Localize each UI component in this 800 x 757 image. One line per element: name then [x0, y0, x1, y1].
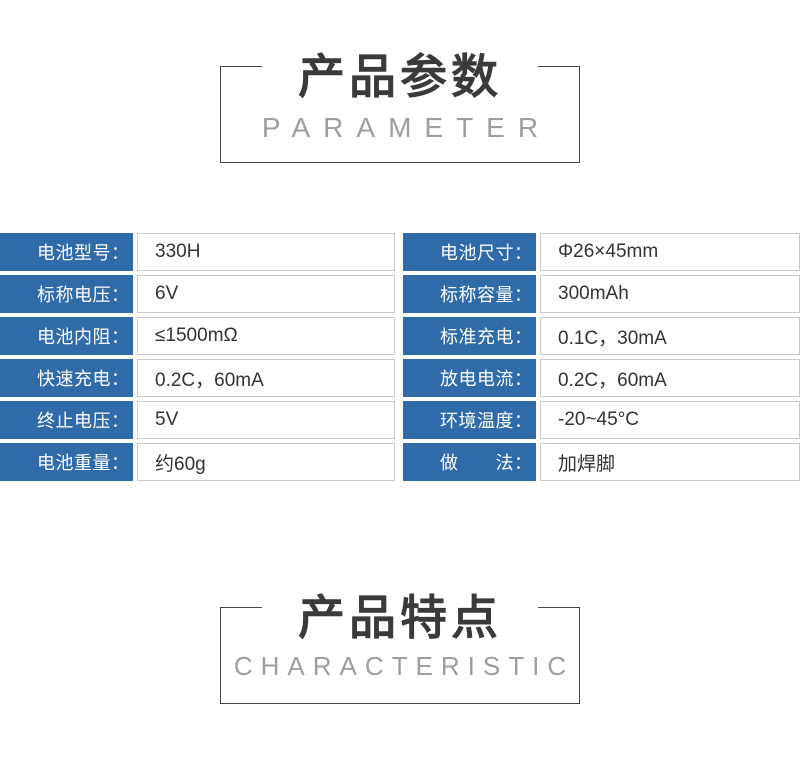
spec-row-battery-model: 电池型号： 330H: [0, 233, 395, 271]
spec-value: -20~45°C: [540, 401, 800, 439]
spec-label: 标称电压：: [0, 275, 133, 313]
spec-row-ambient-temperature: 环境温度： -20~45°C: [403, 401, 800, 439]
spec-row-discharge-current: 放电电流： 0.2C，60mA: [403, 359, 800, 397]
spec-row-battery-size: 电池尺寸： Φ26×45mm: [403, 233, 800, 271]
spec-value: 300mAh: [540, 275, 800, 313]
spec-value: Φ26×45mm: [540, 233, 800, 271]
spec-value: ≤1500mΩ: [137, 317, 395, 355]
spec-label: 放电电流：: [403, 359, 536, 397]
spec-value: 0.2C，60mA: [137, 359, 395, 397]
spec-label: 电池型号：: [0, 233, 133, 271]
spec-row-nominal-capacity: 标称容量： 300mAh: [403, 275, 800, 313]
spec-value: 加焊脚: [540, 443, 800, 481]
spec-value: 6V: [137, 275, 395, 313]
spec-value: 5V: [137, 401, 395, 439]
spec-label: 环境温度：: [403, 401, 536, 439]
spec-label: 标称容量：: [403, 275, 536, 313]
spec-label: 电池重量：: [0, 443, 133, 481]
spec-table: 电池型号： 330H 标称电压： 6V 电池内阻： ≤1500mΩ 快速充电： …: [0, 233, 800, 485]
spec-value: 约60g: [137, 443, 395, 481]
spec-row-cutoff-voltage: 终止电压： 5V: [0, 401, 395, 439]
spec-label: 电池尺寸：: [403, 233, 536, 271]
spec-label: 快速充电：: [0, 359, 133, 397]
characteristic-title-cn: 产品特点: [262, 591, 538, 645]
spec-label: 标准充电：: [403, 317, 536, 355]
spec-column-right: 电池尺寸： Φ26×45mm 标称容量： 300mAh 标准充电： 0.1C，3…: [403, 233, 800, 485]
spec-row-internal-resistance: 电池内阻： ≤1500mΩ: [0, 317, 395, 355]
spec-value: 330H: [137, 233, 395, 271]
spec-row-fast-charge: 快速充电： 0.2C，60mA: [0, 359, 395, 397]
parameter-title-cn: 产品参数: [262, 50, 538, 104]
parameter-title-en: PARAMETER: [261, 112, 552, 143]
spec-value: 0.1C，30mA: [540, 317, 800, 355]
spec-row-nominal-voltage: 标称电压： 6V: [0, 275, 395, 313]
spec-value: 0.2C，60mA: [540, 359, 800, 397]
spec-label: 做 法：: [403, 443, 536, 481]
spec-row-battery-weight: 电池重量： 约60g: [0, 443, 395, 481]
parameter-section-header: 产品参数 PARAMETER: [220, 50, 580, 163]
spec-row-making-method: 做 法： 加焊脚: [403, 443, 800, 481]
spec-row-standard-charge: 标准充电： 0.1C，30mA: [403, 317, 800, 355]
characteristic-title-en: CHARACTERISTIC: [233, 651, 575, 681]
spec-label: 电池内阻：: [0, 317, 133, 355]
characteristic-section-header: 产品特点 CHARACTERISTIC: [220, 591, 580, 704]
spec-label: 终止电压：: [0, 401, 133, 439]
spec-column-left: 电池型号： 330H 标称电压： 6V 电池内阻： ≤1500mΩ 快速充电： …: [0, 233, 395, 485]
